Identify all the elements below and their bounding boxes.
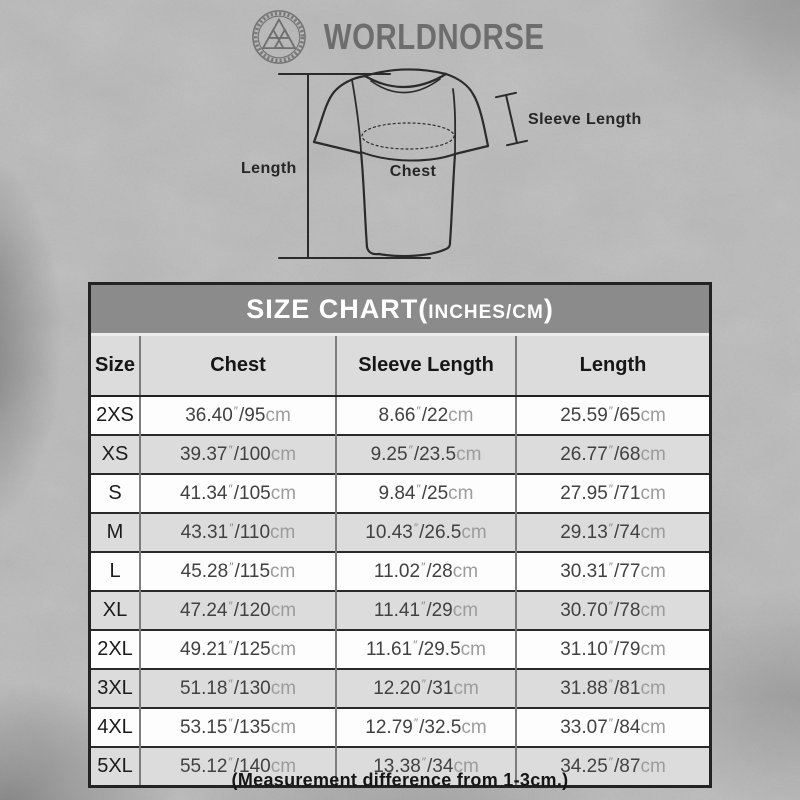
size-cell: M bbox=[91, 512, 140, 552]
size-cell: S bbox=[91, 473, 140, 513]
size-cell: 4XL bbox=[91, 707, 140, 747]
title-main: SIZE CHART( bbox=[246, 294, 429, 324]
table-row: 5XL 55.12″/140cm 13.38″/34cm 34.25″/87cm bbox=[91, 746, 709, 785]
measurement-cell: 29.13″/74cm bbox=[515, 512, 709, 552]
size-rows: 2XS 36.40″/95cm 8.66″/22cm 25.59″/65cm XS 39.… bbox=[91, 395, 709, 785]
measurement-cell: 45.28″/115cm bbox=[139, 551, 336, 591]
size-cell: 3XL bbox=[91, 668, 140, 708]
size-cell: XS bbox=[91, 434, 140, 474]
measurement-cell: 12.79″/32.5cm bbox=[335, 707, 516, 747]
measurement-cell: 9.84″/25cm bbox=[335, 473, 516, 513]
brand-name: WORLDNORSE bbox=[323, 15, 545, 58]
size-cell: 2XL bbox=[91, 629, 140, 669]
column-header-length: Length bbox=[515, 336, 709, 397]
table-row: S 41.34″/105cm 9.84″/25cm 27.95″/71cm bbox=[91, 473, 709, 513]
measurement-cell: 11.41″/29cm bbox=[335, 590, 516, 630]
size-cell: 5XL bbox=[91, 746, 140, 785]
measurement-cell: 13.38″/34cm bbox=[335, 746, 516, 785]
measurement-cell: 39.37″/100cm bbox=[139, 434, 336, 474]
measurement-cell: 41.34″/105cm bbox=[139, 473, 336, 513]
measurement-cell: 11.02″/28cm bbox=[335, 551, 516, 591]
measurement-cell: 51.18″/130cm bbox=[139, 668, 336, 708]
measurement-cell: 8.66″/22cm bbox=[335, 395, 516, 435]
size-table: Size Chest Sleeve Length Length 2XS 36.40… bbox=[91, 336, 709, 785]
measurement-cell: 9.25″/23.5cm bbox=[335, 434, 516, 474]
table-row: L 45.28″/115cm 11.02″/28cm 30.31″/77cm bbox=[91, 551, 709, 591]
table-row: XL 47.24″/120cm 11.41″/29cm 30.70″/78cm bbox=[91, 590, 709, 630]
measurement-cell: 31.88″/81cm bbox=[515, 668, 709, 708]
measurement-cell: 53.15″/135cm bbox=[139, 707, 336, 747]
size-chart-title: SIZE CHART(INCHES/CM) bbox=[91, 285, 709, 336]
size-cell: XL bbox=[91, 590, 140, 630]
measurement-cell: 31.10″/79cm bbox=[515, 629, 709, 669]
header-row: Size Chest Sleeve Length Length bbox=[91, 336, 709, 397]
measurement-cell: 25.59″/65cm bbox=[515, 395, 709, 435]
title-close-paren: ) bbox=[543, 294, 554, 324]
tshirt-diagram bbox=[278, 68, 528, 259]
measurement-cell: 10.43″/26.5cm bbox=[335, 512, 516, 552]
table-row: 3XL 51.18″/130cm 12.20″/31cm 31.88″/81cm bbox=[91, 668, 709, 708]
table-row: 4XL 53.15″/135cm 12.79″/32.5cm 33.07″/84cm bbox=[91, 707, 709, 747]
table-row: XS 39.37″/100cm 9.25″/23.5cm 26.77″/68cm bbox=[91, 434, 709, 474]
measurement-cell: 43.31″/110cm bbox=[139, 512, 336, 552]
column-header-sleeve-length: Sleeve Length bbox=[335, 336, 516, 397]
measurement-cell: 26.77″/68cm bbox=[515, 434, 709, 474]
measurement-cell: 27.95″/71cm bbox=[515, 473, 709, 513]
brand-header: WORLDNORSE bbox=[0, 8, 800, 66]
measurement-cell: 11.61″/29.5cm bbox=[335, 629, 516, 669]
table-row: 2XS 36.40″/95cm 8.66″/22cm 25.59″/65cm bbox=[91, 395, 709, 435]
measurement-cell: 30.70″/78cm bbox=[515, 590, 709, 630]
column-header-chest: Chest bbox=[139, 336, 336, 397]
sleeve-measure-label: Sleeve Length bbox=[528, 111, 642, 128]
measurement-cell: 47.24″/120cm bbox=[139, 590, 336, 630]
size-cell: L bbox=[91, 551, 140, 591]
measurement-cell: 30.31″/77cm bbox=[515, 551, 709, 591]
table-row: M 43.31″/110cm 10.43″/26.5cm 29.13″/74cm bbox=[91, 512, 709, 552]
size-cell: 2XS bbox=[91, 395, 140, 435]
size-chart: SIZE CHART(INCHES/CM) Size Chest Sleeve … bbox=[88, 282, 712, 788]
length-measure-label: Length bbox=[241, 160, 297, 177]
measurement-cell: 33.07″/84cm bbox=[515, 707, 709, 747]
measurement-cell: 36.40″/95cm bbox=[139, 395, 336, 435]
valknut-logo-icon bbox=[251, 10, 306, 64]
chest-measure-label: Chest bbox=[389, 163, 437, 180]
measurement-cell: 55.12″/140cm bbox=[139, 746, 336, 785]
title-units: INCHES/CM bbox=[428, 302, 544, 323]
measurement-footnote: (Measurement difference from 1-3cm.) bbox=[231, 770, 569, 790]
measurement-cell: 34.25″/87cm bbox=[515, 746, 709, 785]
measurement-cell: 12.20″/31cm bbox=[335, 668, 516, 708]
column-header-size: Size bbox=[91, 336, 140, 397]
table-row: 2XL 49.21″/125cm 11.61″/29.5cm 31.10″/79cm bbox=[91, 629, 709, 669]
measurement-cell: 49.21″/125cm bbox=[139, 629, 336, 669]
